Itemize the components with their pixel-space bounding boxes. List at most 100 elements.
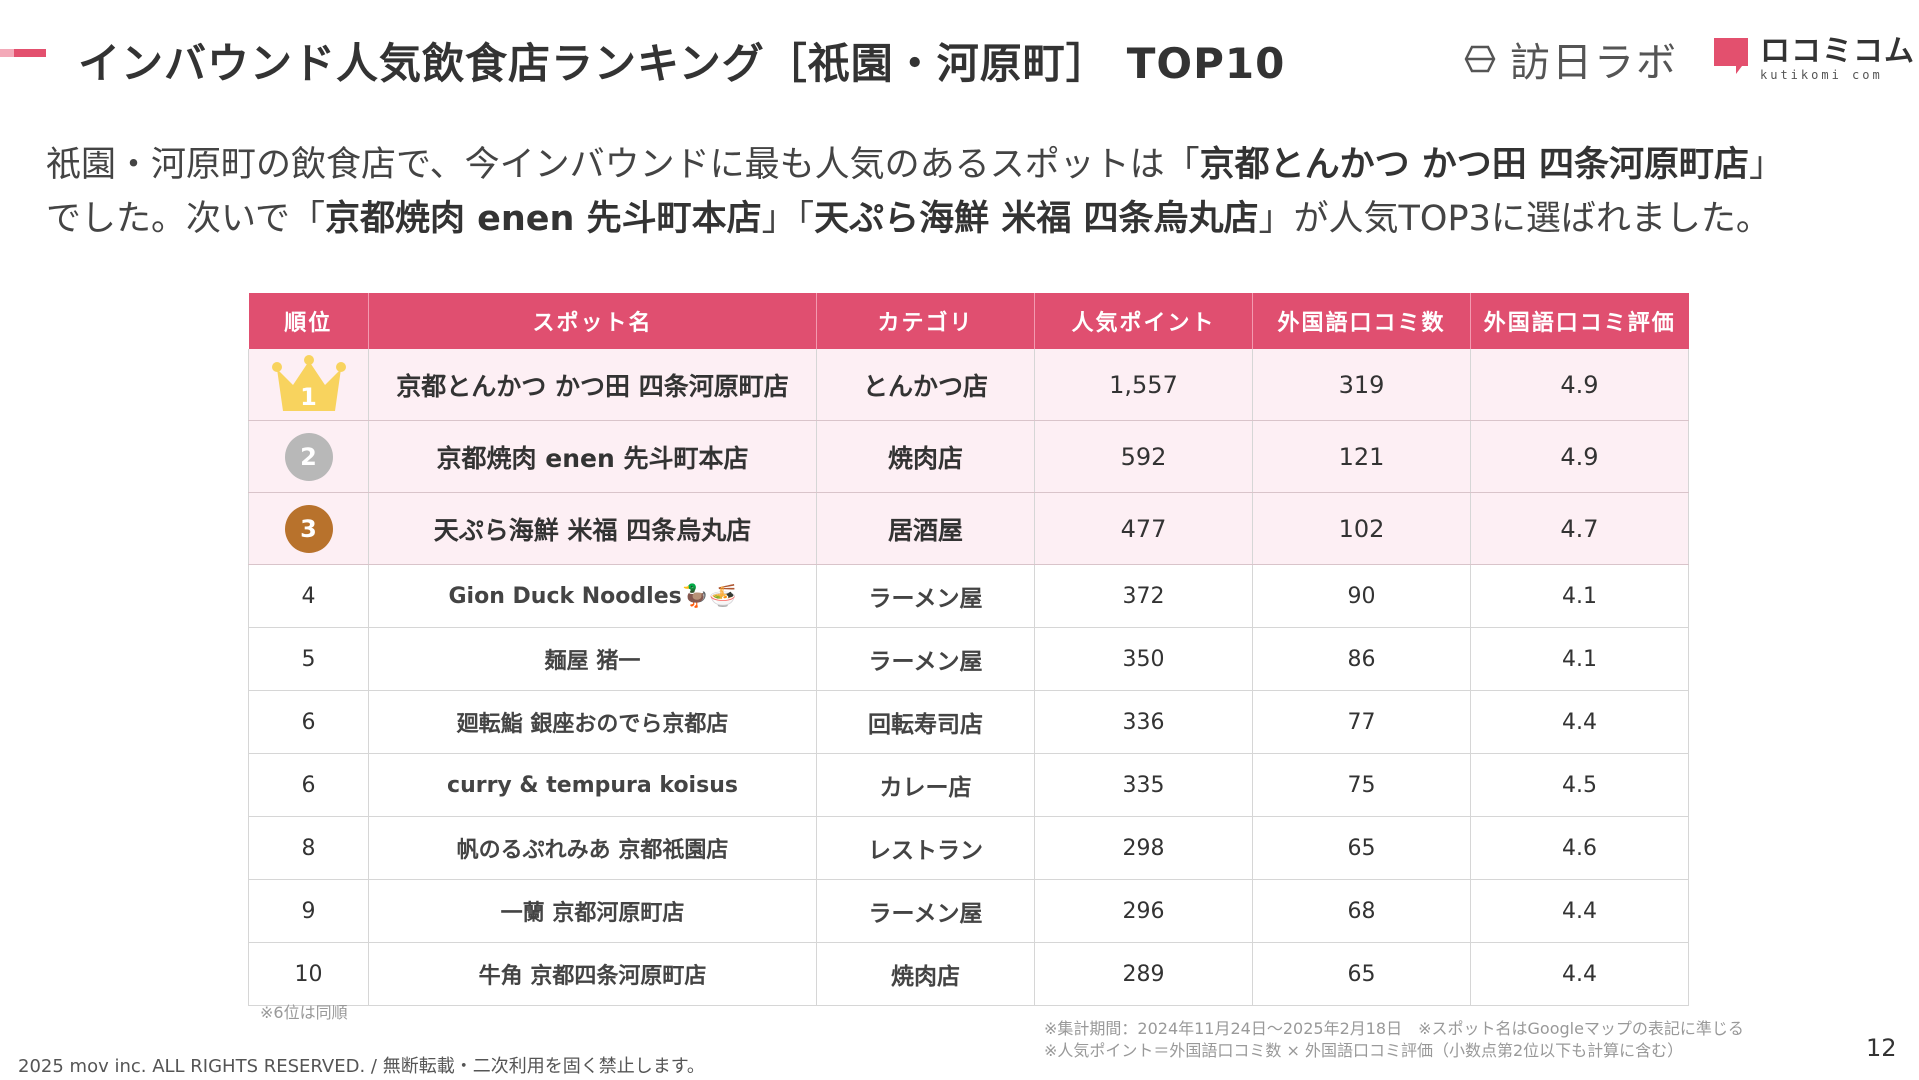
rank-cell: 1 [248,349,369,421]
table-row: 3 天ぷら海鮮 米福 四条烏丸店 居酒屋 477 102 4.7 [248,492,1689,565]
rank-cell: 6 [248,690,369,754]
kutikomi-com-logo: ロコミコム kutikomi com [1712,36,1915,86]
spot-name-cell: 帆のるぷれみあ 京都祇園店 [368,816,817,880]
review-rating-cell: 4.1 [1470,564,1689,628]
rank-number: 1 [300,382,317,411]
table-row: 4 Gion Duck Noodles🦆🍜 ラーメン屋 372 90 4.1 [248,564,1689,628]
rank-number: 2 [300,442,317,471]
tie-note: ※6位は同順 [260,1003,348,1022]
houninchi-lab-logo: 訪日ラボ [1460,34,1678,86]
table-row: 9 一蘭 京都河原町店 ラーメン屋 296 68 4.4 [248,879,1689,943]
points-cell: 350 [1034,627,1253,691]
spot-name-cell: 京都焼肉 enen 先斗町本店 [368,420,817,493]
table-row: 5 麺屋 猪一 ラーメン屋 350 86 4.1 [248,627,1689,691]
rank-cell: 2 [248,420,369,493]
category-cell: 居酒屋 [816,492,1035,565]
review-count-cell: 75 [1252,753,1471,817]
speech-bubble-icon [1714,38,1748,74]
lead-bold1: 京都とんかつ かつ田 四条河原町店 [1199,145,1749,185]
table-row: 10 牛角 京都四条河原町店 焼肉店 289 65 4.4 [248,942,1689,1006]
points-cell: 372 [1034,564,1253,628]
points-cell: 336 [1034,690,1253,754]
category-cell: 焼肉店 [816,420,1035,493]
review-rating-cell: 4.9 [1470,420,1689,493]
logo2-text: ロコミコム [1760,34,1915,69]
silver-medal-icon: 2 [284,432,333,481]
lead-part2: 」 [1748,145,1784,185]
spot-name-cell: 廻転鮨 銀座おのでら京都店 [368,690,817,754]
review-rating-cell: 4.5 [1470,753,1689,817]
header-review-rating: 外国語口コミ評価 [1470,293,1689,349]
category-cell: 回転寿司店 [816,690,1035,754]
bronze-medal-icon: 3 [284,504,333,553]
points-cell: 289 [1034,942,1253,1006]
spot-name-cell: Gion Duck Noodles🦆🍜 [368,564,817,628]
review-rating-cell: 4.4 [1470,942,1689,1006]
category-cell: とんかつ店 [816,349,1035,421]
review-rating-cell: 4.7 [1470,492,1689,565]
table-row: 1 京都とんかつ かつ田 四条河原町店 とんかつ店 1,557 319 4.9 [248,349,1689,421]
points-cell: 592 [1034,420,1253,493]
review-count-cell: 102 [1252,492,1471,565]
title-accent-bar-light [0,49,14,57]
table-row: 2 京都焼肉 enen 先斗町本店 焼肉店 592 121 4.9 [248,420,1689,493]
points-cell: 335 [1034,753,1253,817]
table-row: 6 廻転鮨 銀座おのでら京都店 回転寿司店 336 77 4.4 [248,690,1689,754]
rank-cell: 8 [248,816,369,880]
lantern-icon [1464,45,1496,73]
page-title-suffix: TOP10 [1126,39,1286,88]
category-cell: ラーメン屋 [816,564,1035,628]
spot-name-cell: 牛角 京都四条河原町店 [368,942,817,1006]
logo2-subtext: kutikomi com [1760,68,1883,82]
method-notes: ※集計期間：2024年11月24日〜2025年2月18日 ※スポット名はGoog… [1044,1018,1744,1062]
review-count-cell: 319 [1252,349,1471,421]
review-rating-cell: 4.4 [1470,879,1689,943]
lead-text: 祇園・河原町の飲食店で、今インバウンドに最も人気のあるスポットは「京都とんかつ … [46,138,1906,246]
crown-icon: 1 [269,354,349,415]
table-row: 6 curry & tempura koisus カレー店 335 75 4.5 [248,753,1689,817]
ranking-table: 順位 スポット名 カテゴリ 人気ポイント 外国語口コミ数 外国語口コミ評価 1 [248,293,1689,1006]
category-cell: ラーメン屋 [816,627,1035,691]
category-cell: 焼肉店 [816,942,1035,1006]
page-number: 12 [1866,1034,1897,1062]
header-category: カテゴリ [816,293,1035,349]
table-header-row: 順位 スポット名 カテゴリ 人気ポイント 外国語口コミ数 外国語口コミ評価 [248,293,1689,349]
spot-name-cell: 天ぷら海鮮 米福 四条烏丸店 [368,492,817,565]
review-rating-cell: 4.9 [1470,349,1689,421]
lead-bold3: 天ぷら海鮮 米福 四条烏丸店 [814,199,1259,239]
spot-name-cell: 京都とんかつ かつ田 四条河原町店 [368,349,817,421]
points-cell: 296 [1034,879,1253,943]
rank-cell: 3 [248,492,369,565]
lead-part1: 祇園・河原町の飲食店で、今インバウンドに最も人気のあるスポットは「 [46,145,1200,185]
review-count-cell: 68 [1252,879,1471,943]
category-cell: カレー店 [816,753,1035,817]
points-cell: 298 [1034,816,1253,880]
review-count-cell: 86 [1252,627,1471,691]
header-review-count: 外国語口コミ数 [1252,293,1471,349]
logo1-text: 訪日ラボ [1510,40,1678,86]
review-rating-cell: 4.4 [1470,690,1689,754]
review-rating-cell: 4.1 [1470,627,1689,691]
review-count-cell: 77 [1252,690,1471,754]
spot-name-cell: 一蘭 京都河原町店 [368,879,817,943]
lead-part5: 」が人気TOP3に選ばれました。 [1258,199,1771,239]
review-count-cell: 65 [1252,942,1471,1006]
period-note: ※集計期間：2024年11月24日〜2025年2月18日 ※スポット名はGoog… [1044,1019,1744,1038]
review-count-cell: 65 [1252,816,1471,880]
rank-cell: 10 [248,942,369,1006]
spot-name-cell: 麺屋 猪一 [368,627,817,691]
copyright-footer: 2025 mov inc. ALL RIGHTS RESERVED. / 無断転… [18,1056,705,1077]
category-cell: レストラン [816,816,1035,880]
header-points: 人気ポイント [1034,293,1253,349]
lead-part3: でした。次いで「 [46,199,325,239]
page-title-main: インバウンド人気飲食店ランキング［祇園・河原町］ [78,39,1109,88]
lead-part4: 」「 [761,199,815,239]
rank-number: 3 [300,514,317,543]
lead-bold2: 京都焼肉 enen 先斗町本店 [324,199,762,239]
page-title: インバウンド人気飲食店ランキング［祇園・河原町］ TOP10 [78,30,1285,91]
points-cell: 477 [1034,492,1253,565]
review-count-cell: 121 [1252,420,1471,493]
formula-note: ※人気ポイント＝外国語口コミ数 × 外国語口コミ評価（小数点第2位以下も計算に含… [1044,1041,1684,1060]
rank-cell: 4 [248,564,369,628]
header-spot-name: スポット名 [368,293,817,349]
